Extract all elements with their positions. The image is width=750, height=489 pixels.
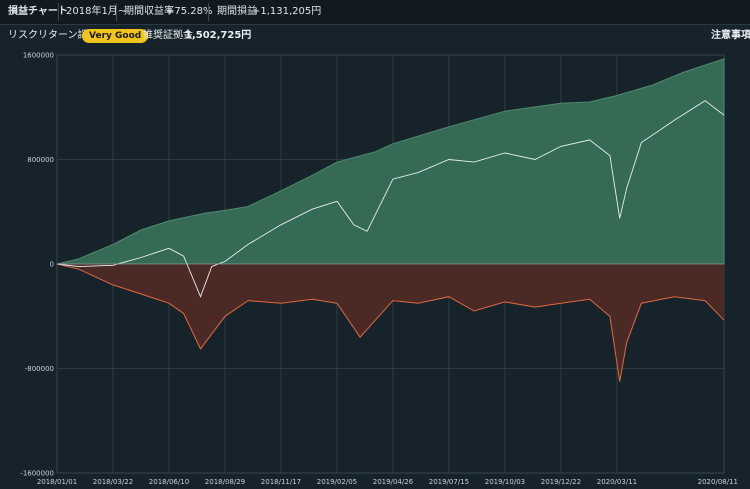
pnl-label: 期間損益 <box>217 6 257 17</box>
divider <box>116 3 117 21</box>
cumulative-max-area <box>56 58 725 265</box>
y-tick-label: 1600000 <box>23 52 54 60</box>
return-label: 期間収益率 <box>124 6 174 17</box>
drawdown-line <box>56 263 725 382</box>
return-value: +75.28% <box>166 6 213 17</box>
capital-label: 推奨証拠金 <box>143 30 193 41</box>
risk-label: リスクリターン評価 <box>8 30 98 41</box>
pnl-line <box>56 100 725 298</box>
x-tick-label: 2019/07/15 <box>429 478 469 486</box>
x-tick-label: 2018/06/10 <box>149 478 189 486</box>
risk-badge: Very Good <box>82 29 149 43</box>
x-tick-label: 2019/10/03 <box>485 478 525 486</box>
x-tick-label: 2018/03/22 <box>93 478 133 486</box>
x-tick-label: 2019/02/05 <box>317 478 357 486</box>
chart-title: 損益チャート <box>8 6 68 17</box>
drawdown-area <box>57 264 724 382</box>
x-tick-label: 2020/03/11 <box>597 478 637 486</box>
pnl-value: +1,131,205円 <box>252 6 322 17</box>
x-tick-label: 2019/04/26 <box>373 478 414 486</box>
y-tick-label: 800000 <box>27 156 54 164</box>
capital-value: 1,502,725円 <box>185 30 252 41</box>
sub-bar: リスクリターン評価 Very Good 推奨証拠金 1,502,725円 注意事… <box>0 25 750 47</box>
notice-link[interactable]: 注意事項 <box>711 30 750 41</box>
divider <box>208 3 209 21</box>
divider <box>58 3 59 21</box>
y-tick-label: -1600000 <box>20 470 54 478</box>
x-tick-label: 2019/12/22 <box>541 478 581 486</box>
x-tick-label: 2018/08/29 <box>205 478 245 486</box>
top-bar: 損益チャート 2018年1月~ 期間収益率 +75.28% 期間損益 +1,13… <box>0 0 750 25</box>
x-tick-label: 2018/11/17 <box>261 478 301 486</box>
y-tick-label: -800000 <box>25 365 54 373</box>
x-tick-label: 2020/08/11 <box>698 478 738 486</box>
y-tick-label: 0 <box>50 261 54 269</box>
x-tick-label: 2018/01/01 <box>37 478 77 486</box>
period-label: 2018年1月~ <box>66 6 127 17</box>
